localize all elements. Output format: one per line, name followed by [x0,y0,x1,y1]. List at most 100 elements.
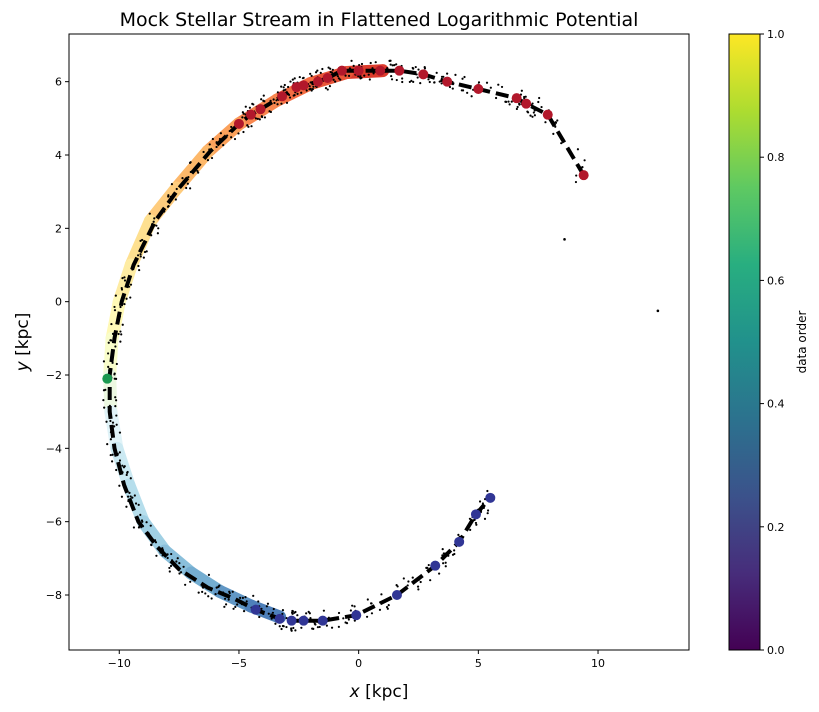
star-particle [120,333,123,336]
star-particle [274,622,277,625]
star-particle [290,629,293,632]
star-particle [427,78,430,81]
star-particle [242,130,245,134]
star-particle [168,570,171,573]
star-particle [244,105,247,108]
star-particle [241,116,244,119]
star-particle [291,609,294,613]
star-particle [289,80,292,83]
star-particle [342,617,345,620]
star-particle [121,323,124,326]
star-particle [395,584,398,587]
star-particle [137,503,140,506]
star-particle [110,460,114,463]
x-tick-label: −10 [108,657,131,670]
star-particle [113,309,117,312]
star-particle [111,453,114,456]
star-particle [169,564,173,568]
star-particle [412,80,415,84]
star-particle [575,174,578,177]
star-particle [425,566,428,569]
y-tick-label: 6 [55,76,62,89]
star-particle [294,629,297,632]
plot-area [102,59,660,632]
star-particle [223,605,226,608]
star-particle [128,491,131,494]
star-particle [281,609,285,612]
star-particle [247,125,250,128]
star-particle [261,115,264,119]
star-particle [328,85,332,88]
star-particle [285,625,288,629]
star-particle [326,88,329,91]
star-particle [285,101,289,104]
star-particle [206,159,210,162]
star-particle [134,502,138,505]
star-particle [390,74,393,78]
star-particle [350,59,353,62]
star-particle [554,125,557,128]
star-particle [115,399,118,402]
star-particle [309,72,312,75]
red-track-marker [291,82,302,93]
star-particle [423,67,427,70]
star-particle [102,399,105,402]
star-particle [446,72,449,75]
star-particle [520,89,523,92]
star-particle [239,596,242,599]
star-particle [441,548,444,551]
star-particle [367,73,370,76]
star-particle [234,605,237,609]
star-particle [329,67,332,70]
colorbar: 0.0 0.2 0.4 0.6 0.8 1.0 data order [728,28,809,657]
y-tick-label: −8 [46,589,62,602]
star-particle [497,83,500,86]
star-particle [442,562,445,565]
star-particle [109,419,112,423]
star-particle [327,66,330,69]
star-particle [314,71,318,74]
star-particle [478,500,482,503]
star-particle [154,541,158,544]
star-particle [242,610,246,613]
red-track-marker [233,118,244,129]
star-particle [118,484,121,487]
x-tick-label: 0 [355,657,362,670]
star-particle [393,63,396,67]
star-particle [201,590,204,594]
star-particle [331,68,334,71]
blue-track-marker [391,590,402,600]
star-particle [540,105,543,109]
star-particle [583,159,586,162]
star-particle [292,94,295,97]
colorbar-tick-label: 0.2 [767,521,785,534]
star-particle [181,177,184,180]
star-particle [121,464,124,467]
star-particle [347,618,350,621]
star-particle [155,554,158,557]
star-particle [533,114,536,117]
star-particle [236,603,239,606]
star-particle [267,612,270,615]
star-particle [275,99,278,102]
star-particle [385,605,389,609]
star-particle [168,566,171,570]
colorbar-tick-label: 0.6 [767,274,785,287]
star-particle [141,520,144,523]
star-particle [150,543,153,546]
star-particle [103,406,106,409]
star-particle [395,63,398,66]
star-particle [466,91,469,94]
star-particle [117,332,120,336]
star-particle [129,296,132,299]
star-particle [500,85,504,89]
colorbar-tick-label: 1.0 [767,28,785,41]
star-particle [148,212,151,215]
star-particle [301,77,305,80]
red-track-marker [442,76,453,87]
star-particle [294,610,297,614]
star-particle [531,115,534,118]
star-particle [460,89,463,92]
star-particle [440,82,443,85]
